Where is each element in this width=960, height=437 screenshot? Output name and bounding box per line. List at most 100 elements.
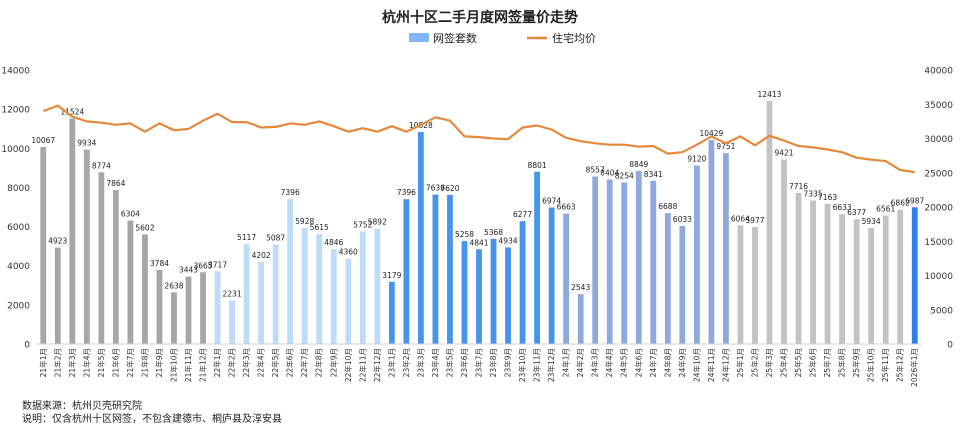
bar-label-25年4月: 9421: [774, 149, 793, 158]
x-tick-label-24年4月: 24年4月: [604, 348, 614, 377]
x-tick-label-21年6月: 21年6月: [110, 348, 120, 377]
right-axis: 0 5000 10000 15000 20000 25000 30000 35000 40000: [924, 67, 953, 351]
bar-label-25年3月: 12413: [758, 90, 782, 99]
bar-21年2月: [54, 247, 61, 344]
bar-21年6月: [112, 190, 119, 344]
bar-label-25年9月: 6377: [847, 208, 866, 217]
bar-label-22年7月: 5928: [295, 217, 314, 226]
bar-24年9月: [679, 225, 686, 344]
x-tick-label-22年11月: 22年11月: [357, 348, 367, 382]
x-tick-label-23年5月: 23年5月: [444, 348, 454, 377]
x-tick-label-23年8月: 23年8月: [488, 348, 498, 377]
x-tick-label-24年6月: 24年6月: [633, 348, 643, 377]
bar-label-22年11月: 5752: [353, 220, 372, 229]
bar-label-22年8月: 5615: [310, 223, 329, 232]
x-tick-label-24年1月: 24年1月: [561, 348, 571, 377]
bar-23年1月: [388, 281, 395, 344]
bar-label-24年2月: 2543: [571, 283, 590, 292]
x-tick-label-25年1月: 25年1月: [735, 348, 745, 377]
x-tick-label-21年11月: 21年11月: [183, 348, 193, 382]
x-tick-label-23年9月: 23年9月: [503, 348, 513, 377]
bar-label-24年3月: 8557: [586, 166, 605, 175]
bar-label-23年2月: 7396: [397, 188, 416, 197]
bar-24年4月: [606, 179, 613, 344]
x-tick-label-25年9月: 25年9月: [851, 348, 861, 377]
bar-24年3月: [592, 176, 599, 344]
bar-label-21年11月: 3443: [179, 266, 198, 275]
bar-label-23年4月: 7636: [426, 184, 445, 193]
bar-22年5月: [272, 244, 279, 344]
bar-23年3月: [418, 132, 424, 344]
right-tick-label-4: 20000: [924, 204, 953, 214]
left-tick-label-7: 14000: [1, 67, 30, 77]
bar-23年4月: [432, 194, 439, 344]
x-tick-label-21年12月: 21年12月: [198, 348, 208, 382]
x-tick-label-24年3月: 24年3月: [590, 348, 600, 377]
bar-22年4月: [258, 261, 265, 344]
bar-label-21年2月: 4923: [48, 237, 67, 246]
bar-25年4月: [781, 159, 787, 344]
x-tick-label-21年9月: 21年9月: [154, 348, 164, 377]
bar-label-21年1月: 10067: [31, 136, 55, 145]
x-tick-label-22年9月: 22年9月: [328, 348, 338, 377]
x-tick-label-22年8月: 22年8月: [314, 348, 324, 377]
bar-21年9月: [156, 269, 163, 344]
bar-label-21年3月: 11524: [60, 107, 84, 116]
left-tick-label-5: 10000: [1, 145, 30, 155]
bar-25年11月: [882, 215, 889, 344]
bar-label-24年9月: 6033: [673, 215, 692, 224]
left-tick-label-0: 0: [24, 341, 30, 351]
bar-21年11月: [185, 276, 192, 344]
x-tick-label-22年12月: 22年12月: [372, 348, 382, 382]
x-tick-label-25年2月: 25年2月: [749, 348, 759, 377]
x-tick-label-22年4月: 22年4月: [256, 348, 266, 377]
bar-21年5月: [98, 172, 105, 344]
bar-24年6月: [635, 170, 642, 344]
bar-label-24年12月: 9751: [716, 142, 735, 151]
bar-22年3月: [243, 243, 250, 344]
bar-label-25年12月: 6862: [891, 199, 910, 208]
x-tick-label-22年1月: 22年1月: [212, 348, 222, 377]
x-tick-label-21年1月: 21年1月: [38, 348, 48, 377]
x-tick-label-21年5月: 21年5月: [96, 348, 106, 377]
x-tick-label-21年4月: 21年4月: [81, 348, 91, 377]
x-tick-label-24年10月: 24年10月: [691, 348, 701, 382]
bar-24年10月: [693, 165, 700, 344]
bar-23年11月: [534, 171, 540, 344]
bar-label-21年9月: 3784: [150, 259, 169, 268]
bar-label-23年9月: 4934: [499, 236, 518, 245]
x-tick-label-24年5月: 24年5月: [619, 348, 629, 377]
left-tick-label-4: 8000: [7, 184, 30, 194]
bar-label-25年7月: 7163: [818, 193, 837, 202]
bar-22年7月: [301, 227, 308, 344]
x-tick-label-22年5月: 22年5月: [270, 348, 280, 377]
bar-label-24年5月: 8254: [615, 171, 634, 180]
bar-24年11月: [708, 139, 715, 344]
right-tick-label-0: 0: [947, 341, 953, 351]
bar-label-21年7月: 6304: [121, 210, 140, 219]
bar-23年10月: [519, 221, 526, 344]
bar-label-25年10月: 5934: [862, 217, 881, 226]
chart-title: 杭州十区二手月度网签量价走势: [382, 9, 578, 26]
bar-label-2026年1月: 6987: [905, 196, 924, 205]
bar-label-21年10月: 2638: [164, 281, 183, 290]
bar-22年6月: [287, 199, 294, 344]
bar-label-23年6月: 5258: [455, 230, 474, 239]
x-tick-label-23年1月: 23年1月: [386, 348, 396, 377]
x-tick-label-21年2月: 21年2月: [52, 348, 62, 377]
bar-label-23年8月: 5368: [484, 228, 503, 237]
bar-25年6月: [810, 200, 816, 344]
x-tick-label-22年3月: 22年3月: [241, 348, 251, 377]
x-tick-label-23年12月: 23年12月: [546, 348, 556, 382]
left-axis: 0 2000 4000 6000 8000 10000 12000 14000: [1, 67, 30, 351]
bar-22年1月: [214, 271, 221, 344]
x-tick-label-22年7月: 22年7月: [299, 348, 309, 377]
x-tick-label-23年2月: 23年2月: [401, 348, 411, 377]
bar-23年2月: [403, 199, 410, 344]
bar-21年10月: [171, 292, 177, 344]
bar-label-21年6月: 7864: [106, 179, 125, 188]
price-line-series: [42, 104, 915, 174]
bar-23年7月: [476, 249, 482, 344]
bar-label-21年8月: 5602: [135, 223, 154, 232]
